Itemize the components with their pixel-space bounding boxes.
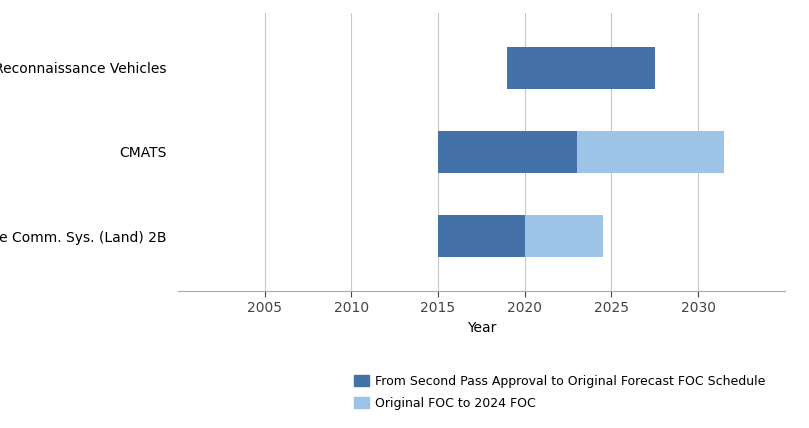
Bar	[525, 215, 603, 257]
X-axis label: Year: Year	[467, 321, 496, 335]
Bar	[577, 131, 724, 173]
Bar	[438, 215, 525, 257]
Bar	[507, 47, 654, 89]
Bar	[438, 131, 577, 173]
Legend: From Second Pass Approval to Original Forecast FOC Schedule, Original FOC to 202: From Second Pass Approval to Original Fo…	[354, 375, 766, 410]
